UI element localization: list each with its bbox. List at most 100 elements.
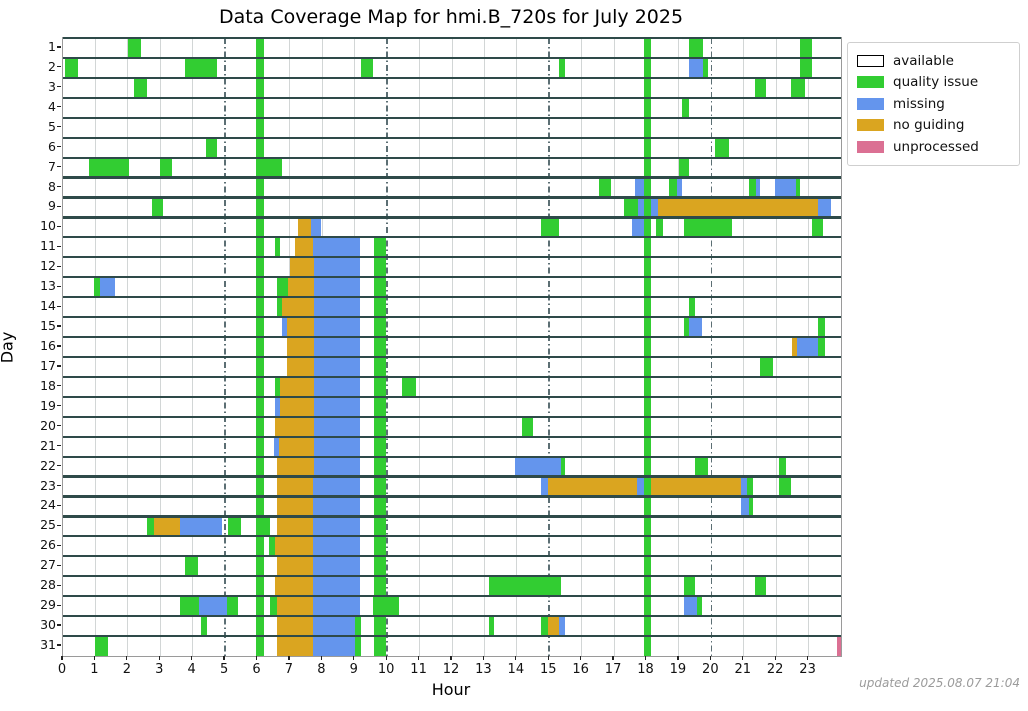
y-tick bbox=[57, 66, 61, 68]
coverage-segment-missing bbox=[688, 57, 704, 78]
coverage-segment-quality bbox=[64, 57, 78, 78]
coverage-segment-missing bbox=[740, 476, 747, 497]
y-tick-label: 27 bbox=[40, 557, 56, 573]
coverage-segment-quality bbox=[643, 257, 652, 278]
coverage-segment-quality bbox=[127, 38, 141, 58]
day-separator-line bbox=[63, 136, 841, 139]
coverage-segment-quality bbox=[746, 476, 754, 497]
x-tick bbox=[709, 656, 711, 660]
coverage-segment-missing bbox=[314, 436, 361, 457]
coverage-segment-noguiding bbox=[275, 416, 315, 437]
coverage-segment-quality bbox=[695, 456, 709, 477]
coverage-segment-noguiding bbox=[280, 376, 315, 397]
coverage-segment-missing bbox=[314, 297, 361, 318]
legend-label: unprocessed bbox=[893, 138, 979, 155]
y-tick bbox=[57, 225, 61, 227]
y-tick bbox=[57, 86, 61, 88]
day-separator-line bbox=[63, 96, 841, 99]
day-separator-line bbox=[63, 555, 841, 558]
coverage-segment-missing bbox=[818, 197, 832, 218]
y-tick bbox=[57, 484, 61, 487]
coverage-segment-missing bbox=[312, 636, 355, 656]
y-tick-label: 17 bbox=[40, 357, 56, 373]
coverage-segment-quality bbox=[683, 576, 696, 597]
x-axis-label: Hour bbox=[431, 680, 471, 699]
coverage-segment-quality bbox=[748, 496, 754, 517]
coverage-segment-quality bbox=[255, 197, 264, 218]
coverage-segment-quality bbox=[755, 77, 767, 98]
x-tick bbox=[482, 656, 484, 660]
coverage-segment-quality bbox=[255, 57, 264, 78]
coverage-segment-quality bbox=[184, 556, 198, 577]
coverage-segment-quality bbox=[374, 576, 386, 597]
coverage-segment-quality bbox=[401, 376, 417, 397]
y-axis-label: Day bbox=[0, 331, 17, 364]
y-tick-label: 1 bbox=[48, 38, 56, 54]
legend-swatch-unprocessed-icon bbox=[857, 140, 884, 153]
coverage-segment-missing bbox=[273, 436, 279, 457]
coverage-segment-quality bbox=[374, 556, 386, 577]
coverage-segment-quality bbox=[276, 297, 282, 318]
hour-gridline bbox=[678, 38, 680, 656]
hour-gridline-major bbox=[386, 38, 388, 656]
coverage-segment-quality bbox=[714, 137, 730, 158]
coverage-segment-quality bbox=[374, 356, 386, 377]
day-separator-line bbox=[63, 116, 841, 119]
day-separator-line bbox=[63, 355, 841, 359]
coverage-segment-quality bbox=[541, 616, 548, 637]
coverage-segment-quality bbox=[558, 57, 566, 78]
coverage-segment-unprocessed bbox=[836, 636, 841, 656]
y-tick bbox=[57, 564, 61, 566]
day-separator-line bbox=[63, 415, 841, 418]
x-tick-label: 2 bbox=[122, 662, 131, 677]
day-separator-line bbox=[63, 495, 841, 498]
x-tick-label: 18 bbox=[637, 662, 654, 677]
y-tick-label: 8 bbox=[48, 178, 56, 194]
coverage-segment-noguiding bbox=[278, 436, 315, 457]
coverage-segment-quality bbox=[643, 496, 652, 517]
coverage-segment-missing bbox=[314, 317, 361, 338]
y-tick bbox=[57, 185, 61, 188]
coverage-segment-noguiding bbox=[288, 277, 315, 298]
y-tick-label: 31 bbox=[40, 637, 56, 653]
x-tick-label: 0 bbox=[57, 662, 67, 677]
y-tick bbox=[57, 165, 61, 168]
y-tick bbox=[57, 146, 61, 148]
coverage-segment-quality bbox=[93, 277, 101, 298]
hour-gridline-major bbox=[710, 38, 713, 656]
hour-gridline-major bbox=[224, 38, 226, 656]
coverage-segment-missing bbox=[314, 396, 361, 417]
x-tick bbox=[320, 656, 322, 660]
coverage-segment-quality bbox=[374, 317, 386, 338]
y-tick-label: 21 bbox=[40, 437, 56, 453]
y-tick bbox=[57, 544, 61, 546]
y-tick-label: 29 bbox=[40, 597, 56, 613]
coverage-segment-noguiding bbox=[276, 636, 313, 656]
legend-label: quality issue bbox=[893, 74, 979, 91]
day-separator-line bbox=[63, 276, 841, 279]
y-tick bbox=[57, 106, 61, 108]
coverage-segment-quality bbox=[643, 217, 652, 238]
coverage-segment-missing bbox=[314, 356, 361, 377]
coverage-segment-missing bbox=[683, 596, 697, 617]
legend-swatch-available-icon bbox=[857, 54, 884, 67]
day-separator-line bbox=[63, 36, 841, 40]
coverage-segment-quality bbox=[160, 157, 172, 178]
coverage-segment-missing bbox=[688, 317, 702, 338]
y-tick-label: 3 bbox=[48, 78, 56, 94]
y-tick bbox=[57, 285, 61, 287]
y-tick-label: 18 bbox=[40, 377, 56, 393]
hour-gridline bbox=[613, 38, 615, 656]
hour-gridline bbox=[192, 38, 194, 656]
y-tick bbox=[57, 325, 61, 327]
coverage-segment-quality bbox=[643, 356, 652, 377]
coverage-segment-noguiding bbox=[275, 576, 313, 597]
coverage-segment-missing bbox=[312, 476, 361, 497]
coverage-segment-missing bbox=[100, 277, 115, 298]
coverage-segment-quality bbox=[200, 616, 208, 637]
coverage-segment-noguiding bbox=[547, 616, 559, 637]
coverage-segment-quality bbox=[374, 257, 386, 278]
coverage-segment-quality bbox=[255, 516, 264, 537]
coverage-segment-missing bbox=[312, 237, 361, 258]
